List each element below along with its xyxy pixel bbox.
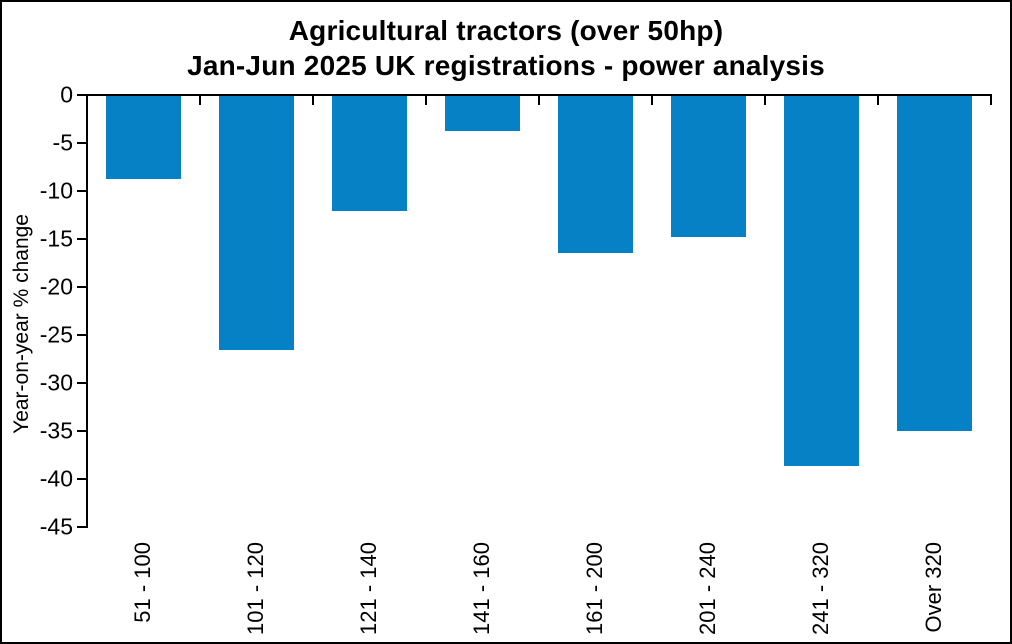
y-tick [77,526,87,528]
x-category-label: 241 - 320 [765,542,878,642]
bar-121-140 [332,95,407,212]
y-tick [77,190,87,192]
x-category-label: 51 - 100 [87,542,200,642]
bar-51-100 [106,95,181,180]
x-category-label: 201 - 240 [652,542,765,642]
y-tick-label: 0 [60,81,73,108]
x-category-label: Over 320 [878,542,991,642]
bar-101-120 [219,95,294,351]
x-tick [425,95,427,105]
y-tick-label: -20 [39,273,73,300]
y-tick-label: -5 [52,129,73,156]
y-tick [77,238,87,240]
chart-title: Agricultural tractors (over 50hp) Jan-Ju… [2,13,1010,83]
y-tick [77,478,87,480]
y-tick [77,334,87,336]
bar-201-240 [671,95,746,238]
bar-Over320 [897,95,972,431]
x-category-label-text: 51 - 100 [130,542,156,623]
x-category-label-text: 141 - 160 [469,542,495,635]
x-category-label: 161 - 200 [539,542,652,642]
x-category-label-text: 201 - 240 [695,542,721,635]
x-tick [764,95,766,105]
x-category-label-text: 241 - 320 [808,542,834,635]
x-category-label: 121 - 140 [313,542,426,642]
y-tick-label: -35 [39,417,73,444]
y-tick-label: -45 [39,513,73,540]
y-tick-label: -30 [39,369,73,396]
x-category-label-text: Over 320 [921,542,947,633]
y-tick [77,94,87,96]
y-tick-label: -25 [39,321,73,348]
y-tick-label: -15 [39,225,73,252]
chart-title-line2: Jan-Jun 2025 UK registrations - power an… [187,50,825,81]
x-tick [199,95,201,105]
bar-241-320 [784,95,859,466]
bar-161-200 [558,95,633,254]
x-category-label: 101 - 120 [200,542,313,642]
x-tick [651,95,653,105]
x-category-label: 141 - 160 [426,542,539,642]
y-tick [77,382,87,384]
y-tick-label: -40 [39,465,73,492]
x-tick [990,95,992,105]
x-tick [312,95,314,105]
y-tick [77,142,87,144]
chart-title-line1: Agricultural tractors (over 50hp) [288,15,724,46]
y-tick [77,286,87,288]
x-category-label-text: 121 - 140 [356,542,382,635]
x-category-label-text: 161 - 200 [582,542,608,635]
y-tick-label: -10 [39,177,73,204]
y-axis-line [85,93,89,529]
x-tick [877,95,879,105]
bar-141-160 [445,95,520,132]
x-tick [538,95,540,105]
x-category-label-text: 101 - 120 [243,542,269,635]
y-tick [77,430,87,432]
